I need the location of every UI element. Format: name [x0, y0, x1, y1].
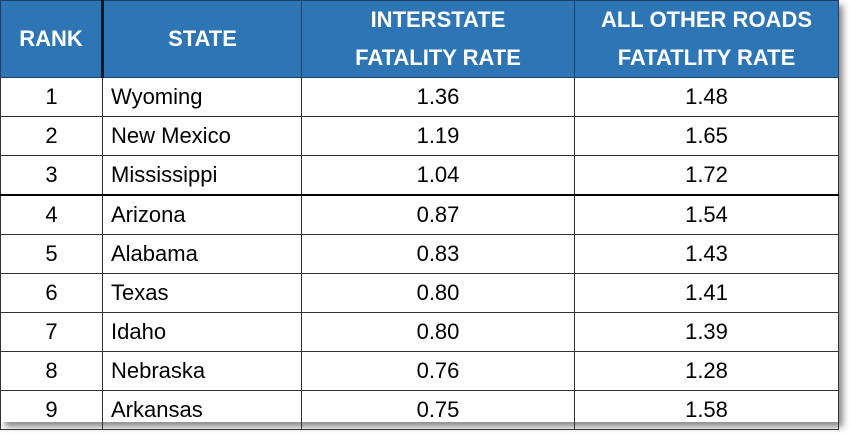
- cell-interstate-rate: 0.80: [301, 312, 575, 352]
- cell-rank: 8: [0, 351, 103, 391]
- table-body: 1 Wyoming 1.36 1.48 2 New Mexico 1.19 1.65 3 Miss…: [0, 77, 839, 430]
- table-row: 4 Arizona 0.87 1.54: [0, 194, 839, 235]
- table-row: 9 Arkansas 0.75 1.58: [0, 390, 839, 430]
- cell-other-roads-rate: 1.54: [574, 194, 839, 235]
- cell-interstate-rate: 1.36: [301, 77, 575, 117]
- cell-interstate-rate: 0.80: [301, 273, 575, 313]
- table-row: 6 Texas 0.80 1.41: [0, 273, 839, 313]
- table-header-row: RANK STATE INTERSTATE FATALITY RATE ALL …: [0, 0, 839, 78]
- table-row: 5 Alabama 0.83 1.43: [0, 234, 839, 274]
- cell-other-roads-rate: 1.58: [574, 390, 839, 430]
- cell-interstate-rate: 0.83: [301, 234, 575, 274]
- cell-other-roads-rate: 1.28: [574, 351, 839, 391]
- cell-interstate-rate: 1.19: [301, 116, 575, 156]
- cell-state: Mississippi: [102, 155, 302, 196]
- cell-rank: 9: [0, 390, 103, 430]
- cell-rank: 4: [0, 194, 103, 235]
- table-row: 7 Idaho 0.80 1.39: [0, 312, 839, 352]
- cell-state: Texas: [102, 273, 302, 313]
- cell-rank: 5: [0, 234, 103, 274]
- cell-state: Nebraska: [102, 351, 302, 391]
- cell-interstate-rate: 0.76: [301, 351, 575, 391]
- cell-other-roads-rate: 1.65: [574, 116, 839, 156]
- cell-rank: 1: [0, 77, 103, 117]
- cell-rank: 2: [0, 116, 103, 156]
- cell-state: Idaho: [102, 312, 302, 352]
- cell-interstate-rate: 0.87: [301, 194, 575, 235]
- header-other-line2: FATATLITY RATE: [617, 45, 796, 70]
- header-other-line1: ALL OTHER ROADS: [600, 7, 813, 32]
- fatality-rate-table: RANK STATE INTERSTATE FATALITY RATE ALL …: [0, 0, 839, 430]
- cell-rank: 3: [0, 155, 103, 196]
- cell-other-roads-rate: 1.41: [574, 273, 839, 313]
- cell-state: Alabama: [102, 234, 302, 274]
- cell-other-roads-rate: 1.39: [574, 312, 839, 352]
- cell-state: Arizona: [102, 194, 302, 235]
- cell-rank: 7: [0, 312, 103, 352]
- cell-other-roads-rate: 1.43: [574, 234, 839, 274]
- table-row: 3 Mississippi 1.04 1.72: [0, 155, 839, 196]
- cell-state: Wyoming: [102, 77, 302, 117]
- table-row: 1 Wyoming 1.36 1.48: [0, 77, 839, 117]
- cell-other-roads-rate: 1.72: [574, 155, 839, 196]
- cell-rank: 6: [0, 273, 103, 313]
- header-interstate-line1: INTERSTATE: [370, 7, 506, 32]
- header-interstate-line2: FATALITY RATE: [355, 45, 521, 70]
- cell-interstate-rate: 0.75: [301, 390, 575, 430]
- cell-other-roads-rate: 1.48: [574, 77, 839, 117]
- header-rank: RANK: [0, 0, 104, 78]
- header-other-roads-fatality-rate: ALL OTHER ROADS FATATLITY RATE: [574, 0, 839, 78]
- cell-state: New Mexico: [102, 116, 302, 156]
- fatality-rate-table-frame: RANK STATE INTERSTATE FATALITY RATE ALL …: [0, 0, 839, 430]
- table-row: 8 Nebraska 0.76 1.28: [0, 351, 839, 391]
- cell-state: Arkansas: [102, 390, 302, 430]
- header-state: STATE: [102, 0, 302, 78]
- header-interstate-fatality-rate: INTERSTATE FATALITY RATE: [301, 0, 575, 78]
- cell-interstate-rate: 1.04: [301, 155, 575, 196]
- table-row: 2 New Mexico 1.19 1.65: [0, 116, 839, 156]
